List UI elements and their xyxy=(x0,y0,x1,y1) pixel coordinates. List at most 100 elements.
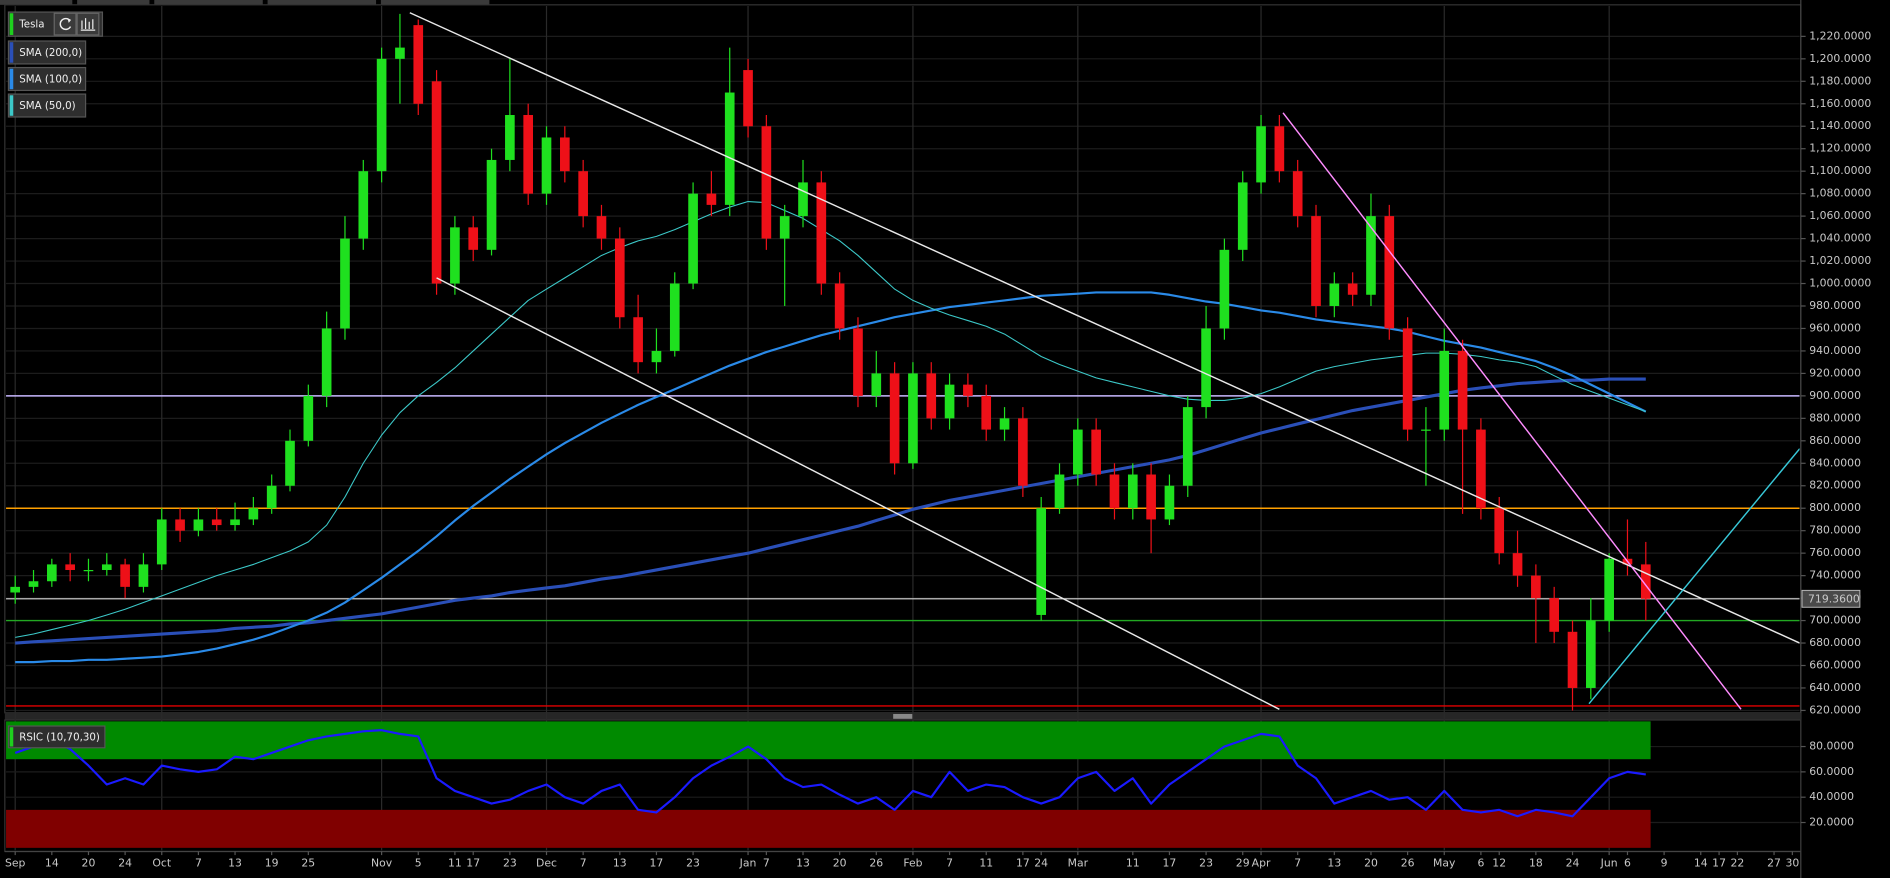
x-tick-label: Feb xyxy=(903,857,922,870)
legend-box[interactable] xyxy=(7,725,106,749)
x-tick-label: 7 xyxy=(580,857,587,870)
candle-body xyxy=(1073,429,1083,475)
y-tick-label: 860.0000 xyxy=(1809,434,1861,447)
rsi-y-tick-label: 40.0000 xyxy=(1809,790,1854,803)
candle-body xyxy=(486,159,497,250)
y-tick-label: 640.0000 xyxy=(1809,681,1861,694)
candle-body xyxy=(1237,182,1248,250)
x-tick-label: 17 xyxy=(650,857,664,870)
sma-line xyxy=(15,200,1646,638)
y-tick-label: 1,060.0000 xyxy=(1809,209,1871,222)
y-tick-label: 1,180.0000 xyxy=(1809,74,1871,87)
refresh-button[interactable] xyxy=(53,12,77,36)
candle-body xyxy=(230,519,240,526)
y-tick-label: 740.0000 xyxy=(1809,569,1861,582)
y-tick-label: 820.0000 xyxy=(1809,479,1861,492)
candle-body xyxy=(724,92,735,205)
x-tick-label: 7 xyxy=(1294,857,1301,870)
candle-body xyxy=(1531,575,1541,599)
candle-body xyxy=(1586,620,1596,688)
y-tick-label: 1,140.0000 xyxy=(1809,119,1871,132)
candle-body xyxy=(468,227,479,250)
x-tick-label: 17 xyxy=(1016,857,1030,870)
x-tick-label: 14 xyxy=(1694,857,1708,870)
y-tick-label: 620.0000 xyxy=(1809,703,1861,716)
top-tabs xyxy=(0,0,490,5)
x-tick-label: Dec xyxy=(536,857,557,870)
rsi-y-tick-label: 20.0000 xyxy=(1809,816,1854,829)
candle-body xyxy=(248,508,259,520)
axes: 620.0000640.0000660.0000680.0000700.0000… xyxy=(5,29,1871,869)
legend-label: SMA (100,0) xyxy=(19,74,82,86)
candle-body xyxy=(450,227,460,284)
oversold-band xyxy=(6,809,1651,848)
candle-body xyxy=(211,519,222,526)
y-tick-label: 700.0000 xyxy=(1809,614,1861,627)
candle-body xyxy=(1274,126,1285,172)
tab xyxy=(380,0,490,5)
x-tick-label: 18 xyxy=(1529,857,1543,870)
y-tick-label: 1,120.0000 xyxy=(1809,142,1871,155)
candle-body xyxy=(83,570,94,572)
x-tick-label: 7 xyxy=(946,857,953,870)
x-tick-label: 13 xyxy=(1327,857,1341,870)
candle-body xyxy=(1164,485,1175,520)
tab xyxy=(267,0,377,5)
x-tick-label: 9 xyxy=(1661,857,1668,870)
candle-body xyxy=(1421,429,1431,431)
candle-body xyxy=(505,115,515,160)
x-tick-label: 13 xyxy=(796,857,810,870)
candle-body xyxy=(706,193,717,205)
rsi-plot xyxy=(6,721,1651,848)
candle-body xyxy=(743,70,753,127)
x-tick-label: 23 xyxy=(503,857,517,870)
legend-box[interactable] xyxy=(7,93,87,118)
x-tick-label: 11 xyxy=(1126,857,1140,870)
x-tick-label: 7 xyxy=(763,857,770,870)
legend-box[interactable] xyxy=(7,40,87,65)
x-tick-label: 24 xyxy=(118,857,132,870)
legend-label: SMA (200,0) xyxy=(19,47,82,59)
candle-body xyxy=(1402,328,1413,430)
candle-body xyxy=(1494,508,1505,554)
y-tick-label: 940.0000 xyxy=(1809,344,1861,357)
candle-body xyxy=(853,328,863,396)
indicator-label: RSIC (10,70,30) xyxy=(19,731,100,743)
candle-body xyxy=(1329,283,1340,306)
x-tick-label: Nov xyxy=(371,857,393,870)
y-tick-label: 980.0000 xyxy=(1809,299,1861,312)
legend-box[interactable] xyxy=(7,66,87,92)
candle-body xyxy=(963,384,973,396)
x-tick-label: 11 xyxy=(979,857,993,870)
sma-line xyxy=(15,291,1647,664)
candle-body xyxy=(1549,598,1560,632)
candle-body xyxy=(28,581,39,587)
legend-stripe xyxy=(9,42,14,63)
candle-body xyxy=(578,171,588,217)
y-tick-label: 1,020.0000 xyxy=(1809,254,1871,267)
x-tick-label: 22 xyxy=(1730,857,1744,870)
y-tick-label: 780.0000 xyxy=(1809,524,1861,537)
last-price-tag xyxy=(1801,589,1861,608)
x-tick-label: 24 xyxy=(1034,857,1048,870)
candle-body xyxy=(761,126,772,239)
x-tick-label: 29 xyxy=(1236,857,1250,870)
candle-body xyxy=(798,182,808,217)
candle-body xyxy=(340,238,350,329)
x-tick-label: 20 xyxy=(1364,857,1378,870)
candle-body xyxy=(926,373,937,419)
x-tick-label: Sep xyxy=(5,857,26,870)
tab xyxy=(77,0,150,5)
candle-body xyxy=(1054,474,1065,509)
settings-button[interactable] xyxy=(76,12,100,36)
candle-body xyxy=(1036,508,1047,615)
y-tick-label: 1,080.0000 xyxy=(1809,187,1871,200)
separator-handle[interactable] xyxy=(893,713,913,719)
candle-body xyxy=(633,317,643,363)
y-tick-label: 1,160.0000 xyxy=(1809,97,1871,110)
candle-body xyxy=(669,283,680,351)
rsi-y-tick-label: 80.0000 xyxy=(1809,740,1854,753)
settings-icon xyxy=(80,18,96,31)
candle-body xyxy=(523,115,534,194)
